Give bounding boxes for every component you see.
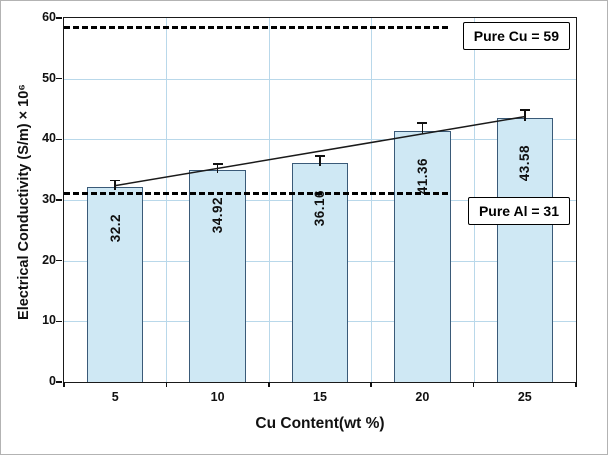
x-axis-tick	[63, 382, 65, 387]
bar: 41.36	[394, 131, 451, 382]
reference-line-pure-al	[64, 192, 448, 196]
gridline-horizontal	[64, 139, 576, 141]
y-axis-tick-label: 30	[42, 192, 56, 206]
x-axis-tick-label: 5	[111, 390, 119, 404]
y-axis-tick-label: 10	[42, 313, 56, 328]
x-axis-tick	[165, 382, 168, 387]
plot-area: Pure Cu = 59 Pure Al = 31 0 10 20 30 40 50 60 3…	[42, 10, 577, 404]
y-axis-tick-label: 40	[42, 131, 56, 146]
trend-line	[115, 115, 525, 187]
reference-line-pure-cu	[64, 26, 448, 30]
y-axis-tick	[56, 17, 62, 19]
annotation-pure-cu: Pure Cu = 59	[462, 21, 570, 50]
x-axis-tick-label: 25	[517, 390, 532, 404]
x-axis-tick	[268, 382, 270, 387]
y-axis-tick	[56, 320, 62, 323]
error-bar-cap	[212, 163, 223, 165]
error-bar-cap	[110, 179, 121, 182]
x-axis-tick	[575, 382, 577, 387]
error-bar-cap	[315, 155, 325, 157]
gridline-vertical	[268, 18, 270, 382]
gridline-horizontal	[64, 78, 576, 80]
y-axis-tick	[56, 77, 62, 80]
x-axis-title: Cu Content(wt %)	[255, 415, 385, 432]
y-axis-tick	[56, 259, 62, 262]
y-axis-tick	[56, 199, 62, 201]
y-axis-tick-label: 50	[42, 70, 56, 85]
y-axis-tick	[56, 138, 62, 141]
error-bar-cap	[417, 122, 428, 124]
bar: 43.58	[496, 117, 553, 382]
y-axis-tick	[56, 381, 62, 383]
x-axis-tick-label: 20	[415, 390, 430, 404]
bar: 34.92	[189, 170, 246, 382]
x-axis-tick	[370, 382, 372, 387]
x-axis-tick	[472, 382, 475, 387]
error-bar-cap	[519, 108, 530, 111]
gridline-vertical	[371, 18, 373, 382]
y-axis-tick-label: 20	[42, 252, 56, 267]
x-axis-tick-label: 15	[313, 390, 327, 404]
error-bar-line	[524, 109, 526, 121]
error-bar-line	[421, 123, 424, 135]
annotation-pure-al: Pure Al = 31	[467, 196, 570, 225]
bar: 36.16	[291, 162, 349, 382]
error-bar-line	[319, 155, 321, 166]
y-axis-tick-label: 60	[42, 10, 56, 24]
gridline-vertical	[166, 18, 168, 382]
bar: 32.2	[87, 186, 144, 382]
x-axis-tick-label: 10	[210, 390, 225, 404]
y-axis-tick-label: 0	[49, 374, 56, 388]
